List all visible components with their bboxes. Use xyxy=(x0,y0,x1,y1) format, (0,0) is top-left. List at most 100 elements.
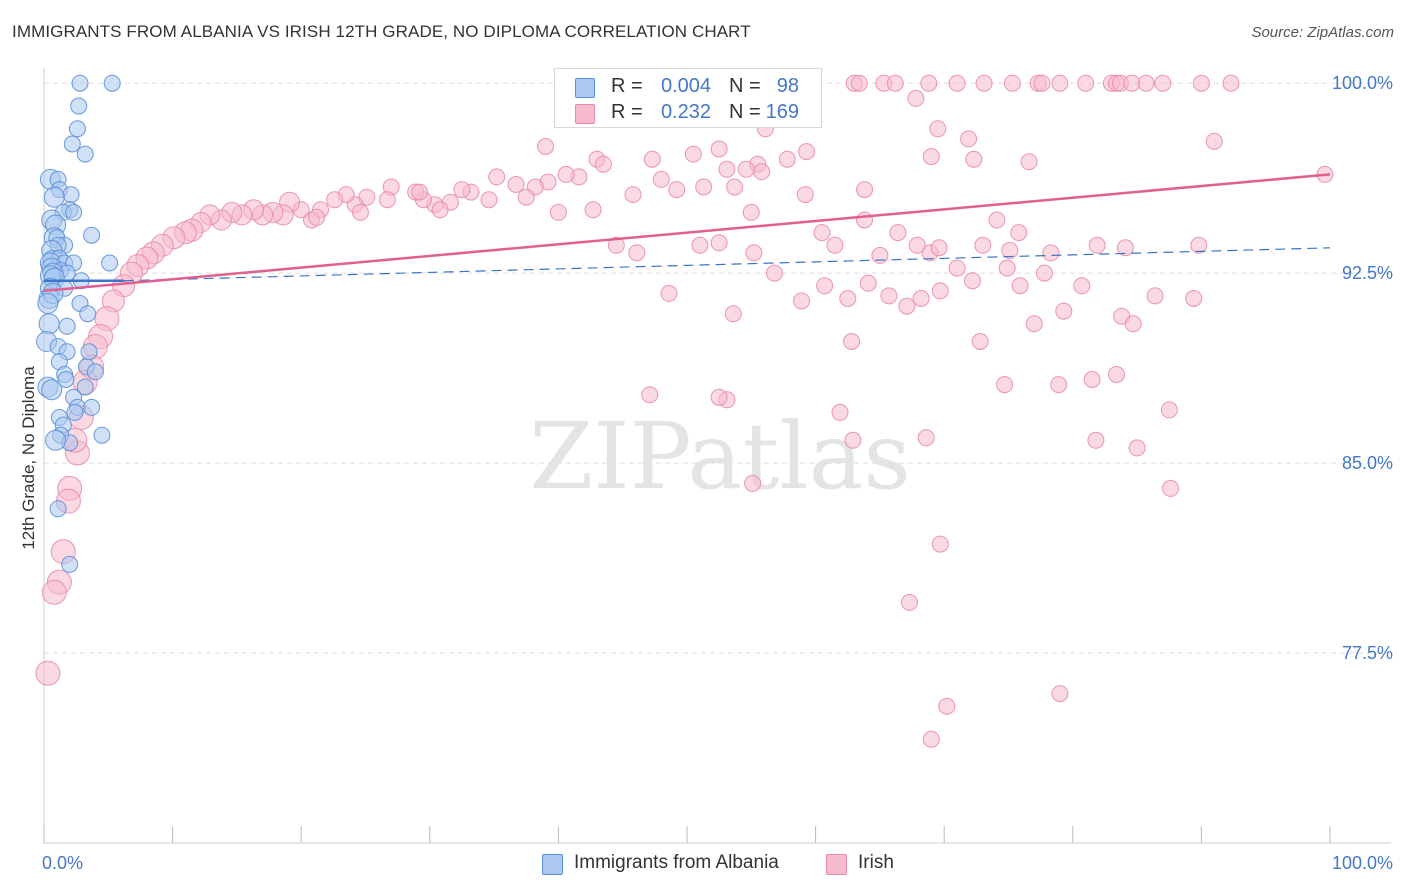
data-point xyxy=(93,426,111,444)
data-point xyxy=(813,224,831,242)
data-point xyxy=(537,138,554,155)
data-point xyxy=(453,181,471,199)
data-point xyxy=(507,176,525,193)
data-point xyxy=(517,188,535,206)
data-point xyxy=(695,178,713,196)
data-point xyxy=(726,178,744,196)
data-point xyxy=(907,89,925,107)
data-point xyxy=(998,259,1016,277)
data-point xyxy=(45,429,67,451)
x-tick-labels: 0.0% 100.0% xyxy=(42,853,1393,873)
data-point xyxy=(922,148,940,166)
data-point xyxy=(351,203,369,221)
albania-points xyxy=(36,74,121,573)
data-point xyxy=(71,74,89,92)
data-point xyxy=(1205,132,1223,150)
gridlines xyxy=(44,82,1391,654)
data-point xyxy=(710,388,728,406)
data-point xyxy=(971,333,989,350)
x-tick-label: 100.0% xyxy=(1332,853,1393,873)
chart-title: IMMIGRANTS FROM ALBANIA VS IRISH 12TH GR… xyxy=(12,22,751,41)
data-point xyxy=(86,363,104,381)
data-point xyxy=(1222,74,1240,92)
data-point xyxy=(58,317,76,335)
legend-row-irish: R = 0.232 N = 169 xyxy=(555,101,821,127)
y-tick-label: 77.5% xyxy=(1342,643,1393,663)
source-credit: Source: ZipAtlas.com xyxy=(1251,24,1394,41)
data-point xyxy=(1160,401,1178,419)
albania-swatch xyxy=(575,78,595,98)
data-point xyxy=(628,244,646,262)
data-point xyxy=(668,181,686,199)
data-point xyxy=(584,201,602,219)
data-point xyxy=(38,313,60,335)
data-point xyxy=(1051,74,1069,92)
data-point xyxy=(908,236,926,254)
r-value: 0.232 xyxy=(660,101,711,123)
data-point xyxy=(793,292,810,310)
data-point xyxy=(1117,239,1134,257)
data-point xyxy=(889,224,907,242)
data-point xyxy=(1042,244,1060,262)
data-point xyxy=(76,145,94,163)
data-point xyxy=(1077,74,1095,92)
data-point xyxy=(80,343,98,361)
data-point xyxy=(765,264,783,282)
watermark: ZIPatlas xyxy=(529,403,910,510)
data-point xyxy=(798,143,816,161)
data-point xyxy=(948,74,966,92)
data-point xyxy=(974,236,992,254)
data-point xyxy=(101,254,119,272)
data-point xyxy=(724,305,742,323)
data-point xyxy=(557,165,575,183)
data-point xyxy=(70,97,88,115)
data-point xyxy=(988,211,1006,229)
data-point xyxy=(1010,224,1028,242)
data-point xyxy=(901,593,918,611)
data-point xyxy=(844,431,862,449)
data-point xyxy=(960,130,978,148)
data-point xyxy=(996,376,1014,394)
y-tick-label: 85.0% xyxy=(1342,453,1393,473)
data-point xyxy=(778,150,796,168)
data-point xyxy=(1190,236,1208,254)
data-point xyxy=(744,474,762,492)
data-point xyxy=(660,284,678,302)
data-point xyxy=(948,259,966,277)
data-point xyxy=(411,183,428,201)
data-point xyxy=(62,186,80,204)
data-point xyxy=(920,74,938,92)
legend-label: Immigrants from Albania xyxy=(574,852,779,873)
data-point xyxy=(1050,376,1068,394)
albania-trend-extension xyxy=(123,247,1331,282)
data-point xyxy=(1011,277,1029,295)
data-point xyxy=(76,378,94,396)
data-point xyxy=(1088,236,1106,254)
data-point xyxy=(886,74,904,92)
data-point xyxy=(1051,685,1069,703)
data-point xyxy=(964,272,981,290)
r-value: 0.004 xyxy=(660,75,711,97)
data-point xyxy=(1033,74,1051,92)
data-point xyxy=(549,203,567,221)
data-point xyxy=(1124,315,1142,333)
n-value: 98 xyxy=(776,75,799,97)
data-point xyxy=(691,236,709,254)
trendlines xyxy=(43,173,1331,293)
data-point xyxy=(1162,479,1179,497)
data-point xyxy=(57,371,75,388)
data-point xyxy=(1073,277,1091,295)
legend-row-albania: R = 0.004 N = 98 xyxy=(555,75,821,101)
data-point xyxy=(850,74,868,92)
data-point xyxy=(41,579,67,605)
data-point xyxy=(912,290,930,307)
data-point xyxy=(103,74,121,92)
correlation-legend: R = 0.004 N = 98 R = 0.232 N = 169 xyxy=(554,68,822,128)
data-point xyxy=(41,379,63,401)
data-point xyxy=(1020,153,1038,171)
data-point xyxy=(710,234,728,252)
data-point xyxy=(938,697,956,715)
data-point xyxy=(859,274,877,292)
data-point xyxy=(652,170,670,188)
